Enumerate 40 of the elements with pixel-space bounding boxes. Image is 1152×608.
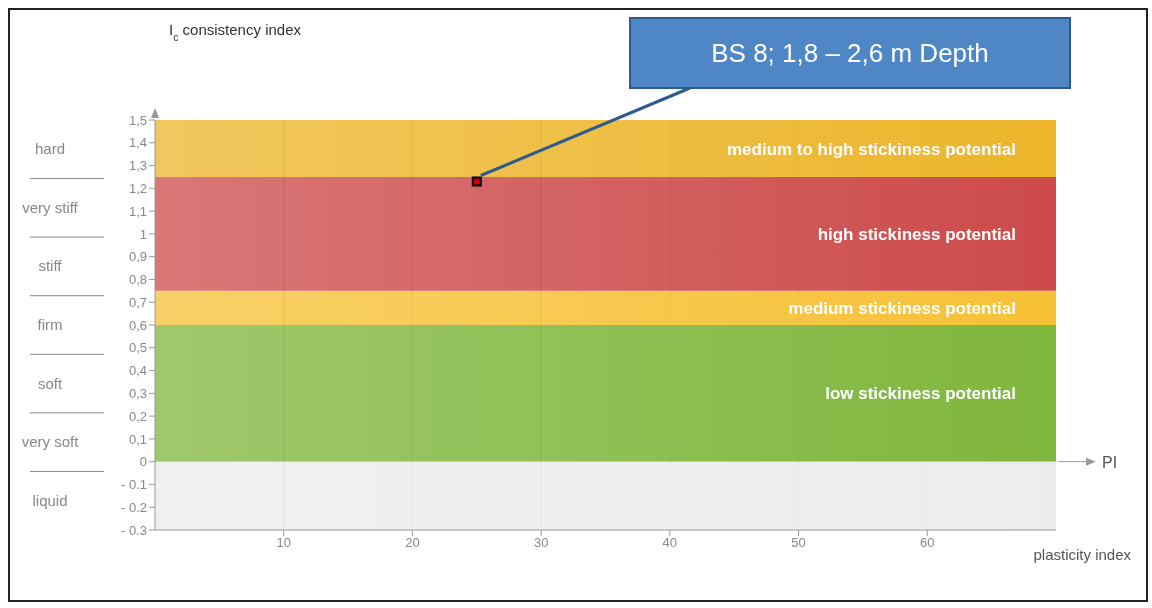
x-tick-label: 30 [533,535,549,551]
y-tick-label: - 0.1 [120,477,147,493]
y-tick-label: 0,2 [128,408,147,424]
band-label: medium to high stickiness potential [726,139,1016,159]
text: firm [37,316,63,333]
y-tick-label: 1 [139,226,147,242]
x-tick-label: 10 [276,535,291,551]
text: very soft [21,433,80,451]
y-tick-label: 0,3 [128,385,147,401]
y-tick-label: - 0.2 [120,499,147,515]
y-tick-label: 0,5 [128,340,147,356]
x-tick-label: 50 [791,535,806,551]
x-tick-label: 60 [920,535,935,551]
y-tick-label: 1,5 [128,112,147,128]
x-axis-title: PI [1102,453,1118,471]
y-tick-label: 1,1 [128,203,147,219]
y-tick-label: 0,6 [128,317,147,333]
y-tick-label: 1,2 [128,180,147,196]
y-tick-label: - 0.3 [120,522,147,538]
band-label: medium stickiness potential [788,298,1016,318]
y-tick-label: 0,8 [128,272,147,288]
band-label: low stickiness potential [825,384,1016,404]
y-axis-title: I$_{c}$ consistency index [169,21,302,43]
y-tick-label: 0,7 [128,294,147,310]
text: very stiff [22,198,79,216]
text: stiff [38,257,63,275]
y-tick-label: 0 [139,454,147,470]
y-tick-label: 1,4 [128,135,147,151]
annotation: BS 8; 1,8 – 2,6 m Depth [711,38,989,68]
y-tick-label: 0,4 [128,363,147,379]
x-tick-label: 20 [405,535,420,551]
text: hard [34,140,66,158]
y-tick-label: 0,9 [128,249,147,265]
text: plasticity index [1033,546,1132,563]
y-tick-label: 0,1 [128,431,147,447]
text: soft [37,374,63,392]
text: liquid [32,491,68,509]
x-tick-label: 40 [662,535,678,551]
band-label: high stickiness potential [817,224,1016,244]
y-tick-label: 1,3 [128,158,147,174]
